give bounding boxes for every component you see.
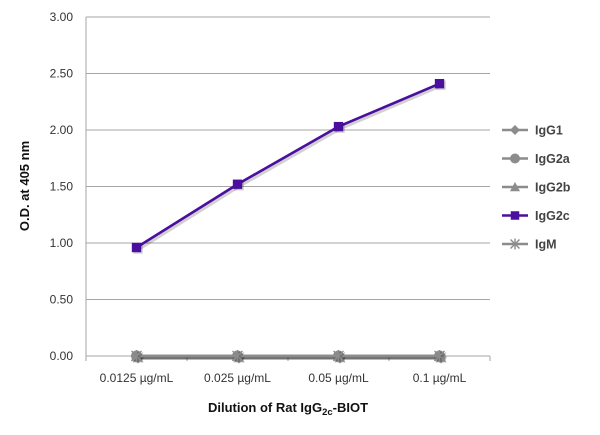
x-axis-title: Dilution of Rat IgG2c-BIOT xyxy=(208,400,368,418)
x-tick-label: 0.0125 µg/mL xyxy=(100,371,174,385)
y-tick-label: 0.50 xyxy=(50,293,74,307)
grid xyxy=(86,16,490,300)
legend-label: IgG2c xyxy=(535,209,570,223)
data-point xyxy=(333,121,344,132)
data-point xyxy=(232,349,243,363)
data-point xyxy=(333,349,344,363)
series-line xyxy=(135,82,441,249)
legend-item-igg2a: IgG2a xyxy=(502,152,571,166)
legend-marker xyxy=(510,182,520,192)
legend-item-igm: IgM xyxy=(502,238,557,252)
x-tick-label: 0.1 µg/mL xyxy=(413,371,467,385)
series-igg2c xyxy=(131,78,446,254)
y-tick-label: 1.00 xyxy=(50,236,74,250)
series-group xyxy=(131,78,447,364)
series-line-shadow xyxy=(137,84,443,251)
y-tick-label: 0.00 xyxy=(50,349,74,363)
legend-label: IgG1 xyxy=(535,124,563,138)
x-tick-label: 0.05 µg/mL xyxy=(308,371,369,385)
legend-marker xyxy=(510,125,520,135)
data-point xyxy=(131,349,142,363)
x-tick-label: 0.025 µg/mL xyxy=(204,371,271,385)
legend-marker xyxy=(510,211,520,220)
legend-label: IgG2a xyxy=(535,152,571,166)
legend-marker xyxy=(510,153,520,164)
y-tick-label: 2.50 xyxy=(50,67,74,81)
legend-label: IgM xyxy=(535,238,557,252)
data-point xyxy=(434,78,445,89)
legend-item-igg2c: IgG2c xyxy=(502,209,570,223)
data-point xyxy=(131,242,142,253)
data-point xyxy=(232,179,243,189)
legend-marker xyxy=(510,238,520,250)
data-point xyxy=(434,349,445,363)
legend-label: IgG2b xyxy=(535,181,571,195)
legend-item-igg1: IgG1 xyxy=(502,124,563,138)
y-axis-title: O.D. at 405 nm xyxy=(17,141,32,231)
y-tick-label: 1.50 xyxy=(50,180,74,194)
legend: IgG1 IgG2a IgG2b IgG2c IgM xyxy=(502,124,571,252)
legend-item-igg2b: IgG2b xyxy=(502,181,571,195)
x-axis-title-main: Dilution of Rat IgG xyxy=(208,400,322,415)
x-axis-title-suffix: -BIOT xyxy=(333,400,368,415)
axes: 0.00 0.50 1.00 1.50 2.00 2.50 3.00 0.0125 µg/mL… xyxy=(50,10,491,385)
y-tick-label: 3.00 xyxy=(50,10,74,24)
series-igm xyxy=(131,349,447,364)
y-tick-label: 2.00 xyxy=(50,123,74,137)
x-axis-title-subscript: 2c xyxy=(322,407,333,418)
